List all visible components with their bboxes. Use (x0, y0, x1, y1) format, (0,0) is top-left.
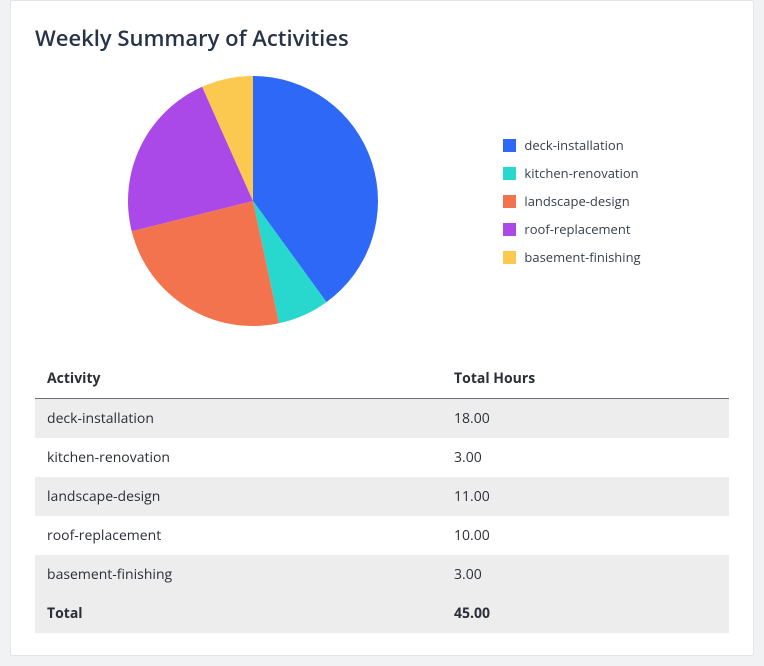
cell-hours: 18.00 (442, 399, 729, 439)
chart-legend: deck-installation kitchen-renovation lands… (503, 136, 640, 266)
legend-item-basement-finishing[interactable]: basement-finishing (503, 248, 640, 266)
table-row: kitchen-renovation3.00 (35, 438, 729, 477)
legend-swatch-icon (503, 195, 516, 208)
cell-activity: basement-finishing (35, 555, 442, 594)
legend-swatch-icon (503, 223, 516, 236)
cell-hours: 3.00 (442, 438, 729, 477)
legend-item-landscape-design[interactable]: landscape-design (503, 192, 640, 210)
cell-hours: 10.00 (442, 516, 729, 555)
table-total-row: Total 45.00 (35, 594, 729, 633)
legend-label: deck-installation (524, 136, 623, 154)
cell-activity: deck-installation (35, 399, 442, 439)
pie-chart (123, 71, 383, 331)
col-activity: Activity (35, 359, 442, 399)
legend-label: roof-replacement (524, 220, 630, 238)
cell-hours: 3.00 (442, 555, 729, 594)
table-row: landscape-design11.00 (35, 477, 729, 516)
activities-table: Activity Total Hours deck-installation18… (35, 359, 729, 633)
card-title: Weekly Summary of Activities (35, 23, 729, 53)
legend-item-roof-replacement[interactable]: roof-replacement (503, 220, 640, 238)
cell-activity: roof-replacement (35, 516, 442, 555)
table-row: basement-finishing3.00 (35, 555, 729, 594)
legend-item-deck-installation[interactable]: deck-installation (503, 136, 640, 154)
legend-swatch-icon (503, 251, 516, 264)
total-value: 45.00 (442, 594, 729, 633)
cell-hours: 11.00 (442, 477, 729, 516)
pie-svg (123, 71, 383, 331)
table-header-row: Activity Total Hours (35, 359, 729, 399)
chart-row: deck-installation kitchen-renovation lands… (35, 71, 729, 331)
cell-activity: kitchen-renovation (35, 438, 442, 477)
summary-card: Weekly Summary of Activities deck-instal… (10, 0, 754, 656)
legend-swatch-icon (503, 167, 516, 180)
table-row: roof-replacement10.00 (35, 516, 729, 555)
col-hours: Total Hours (442, 359, 729, 399)
legend-item-kitchen-renovation[interactable]: kitchen-renovation (503, 164, 640, 182)
total-label: Total (35, 594, 442, 633)
legend-label: basement-finishing (524, 248, 640, 266)
cell-activity: landscape-design (35, 477, 442, 516)
table-row: deck-installation18.00 (35, 399, 729, 439)
legend-swatch-icon (503, 139, 516, 152)
legend-label: kitchen-renovation (524, 164, 638, 182)
legend-label: landscape-design (524, 192, 629, 210)
